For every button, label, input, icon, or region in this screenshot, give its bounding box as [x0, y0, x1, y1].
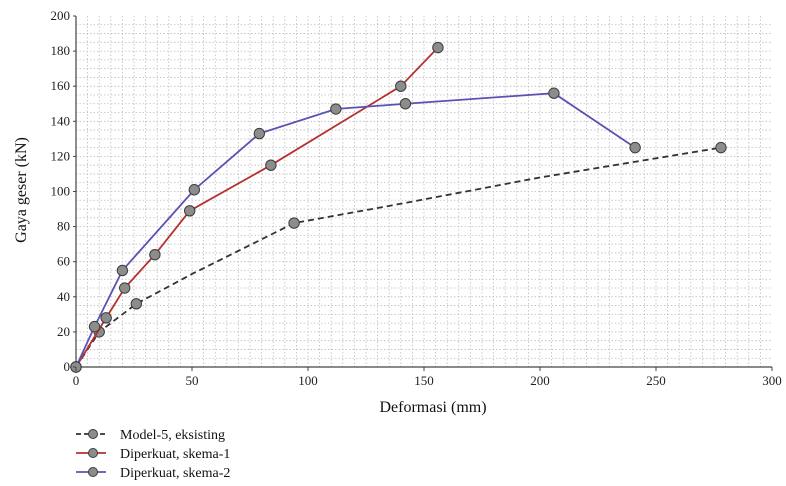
chart-grid — [76, 16, 772, 367]
data-point — [395, 80, 407, 92]
x-tick-label: 250 — [646, 373, 666, 388]
y-tick-label: 20 — [57, 324, 70, 339]
x-tick-label: 150 — [414, 373, 434, 388]
x-tick-label: 0 — [73, 373, 80, 388]
x-tick-label: 200 — [530, 373, 550, 388]
data-point — [548, 87, 560, 99]
series-line-1 — [75, 146, 722, 368]
data-point — [288, 217, 300, 229]
y-tick-label: 100 — [51, 184, 71, 199]
data-point — [149, 248, 161, 261]
chart-legend: Model-5, eksisting Diperkuat, skema-1 Dipe… — [76, 428, 230, 481]
y-tick-label: 140 — [51, 113, 71, 128]
data-point — [116, 264, 129, 277]
data-point — [265, 159, 277, 171]
y-tick-label: 180 — [51, 43, 71, 58]
data-point — [183, 205, 196, 217]
data-point — [88, 320, 101, 333]
y-tick-label: 120 — [51, 148, 71, 163]
legend-label: Model-5, eksisting — [120, 428, 225, 443]
data-point — [432, 41, 444, 54]
y-tick-label: 80 — [57, 219, 70, 234]
data-point — [629, 141, 641, 154]
y-tick-label: 60 — [57, 254, 70, 269]
x-axis-label: Deformasi (mm) — [379, 399, 486, 416]
data-point — [188, 184, 201, 196]
data-point — [130, 298, 143, 310]
data-point — [399, 98, 412, 110]
data-point — [100, 312, 112, 324]
data-point — [253, 127, 265, 140]
chart-series — [70, 41, 727, 373]
x-tick-label: 100 — [298, 373, 318, 388]
legend-label: Diperkuat, skema-1 — [120, 447, 230, 462]
data-point — [330, 103, 342, 115]
data-point — [119, 282, 131, 294]
y-tick-labels: 0 20 40 60 80 100 120 140 160 180 200 — [51, 8, 76, 374]
y-tick-label: 40 — [57, 289, 70, 304]
legend-swatch-marker — [88, 429, 98, 439]
legend-swatch-marker — [88, 448, 98, 458]
y-tick-label: 200 — [51, 8, 71, 23]
x-tick-label: 50 — [186, 373, 199, 388]
data-point — [715, 141, 727, 154]
y-axis-label: Gaya geser (kN) — [13, 137, 30, 243]
legend-label: Diperkuat, skema-2 — [120, 466, 230, 481]
y-tick-label: 160 — [51, 78, 71, 93]
legend-swatch-marker — [88, 467, 98, 477]
x-tick-label: 300 — [762, 373, 782, 388]
x-tick-labels: 0 50 100 150 200 250 300 — [73, 367, 782, 388]
y-tick-label: 0 — [64, 359, 71, 374]
series-line-2 — [75, 46, 439, 368]
